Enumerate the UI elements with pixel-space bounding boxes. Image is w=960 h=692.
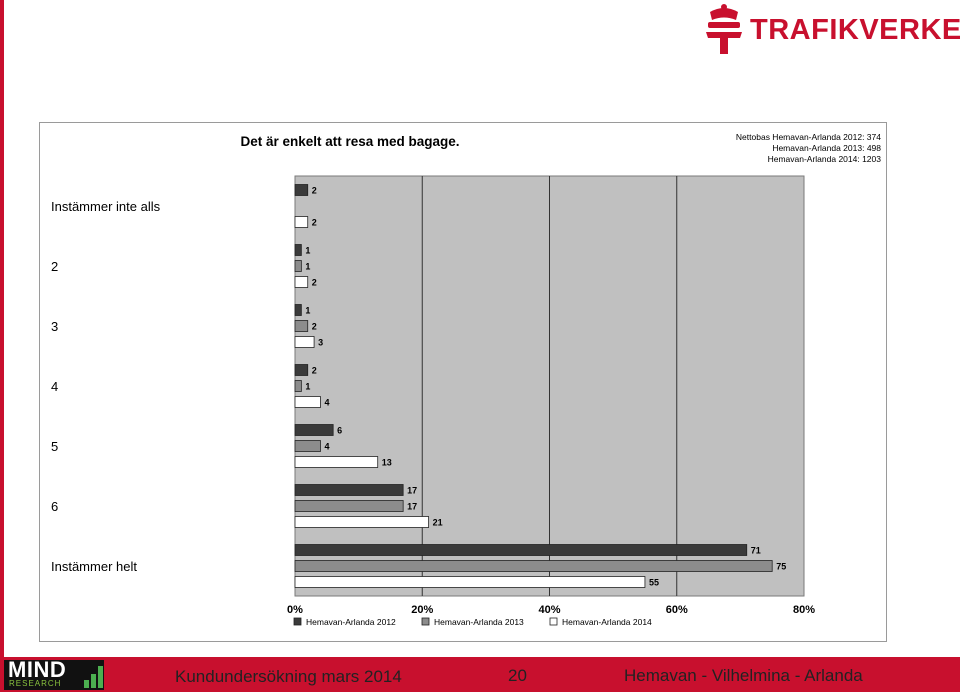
bar [294, 424, 334, 436]
data-label: 4 [324, 442, 329, 452]
bar [294, 380, 302, 392]
mind-logo-subtext: RESEARCH [9, 679, 62, 688]
mind-logo-text: MIND [8, 657, 67, 682]
data-label: 2 [312, 218, 317, 228]
crown-t-icon [706, 4, 742, 54]
bar [294, 560, 773, 572]
bar-chart: Det är enkelt att resa med bagage. Netto… [51, 132, 881, 627]
data-label: 1 [305, 262, 310, 272]
data-label: 21 [433, 518, 443, 528]
category-label: 6 [51, 499, 58, 514]
category-label: 5 [51, 439, 58, 454]
legend-swatch [549, 617, 558, 626]
data-label: 13 [382, 458, 392, 468]
x-tick-label: 20% [411, 604, 433, 616]
bar [294, 456, 379, 468]
bar [294, 304, 302, 316]
nettobas-line: Hemavan-Arlanda 2014: 1203 [768, 154, 882, 164]
chart-title: Det är enkelt att resa med bagage. [240, 134, 459, 149]
data-label: 75 [776, 562, 786, 572]
data-label: 2 [312, 366, 317, 376]
category-label: Instämmer helt [51, 559, 137, 574]
mind-logo-bar [84, 680, 89, 688]
chart-frame: Det är enkelt att resa med bagage. Netto… [39, 122, 887, 642]
legend-swatch [421, 617, 430, 626]
bar [294, 544, 748, 556]
bar [294, 500, 404, 512]
data-label: 71 [751, 546, 761, 556]
legend-swatch [293, 617, 302, 626]
data-label: 55 [649, 578, 659, 588]
legend-label: Hemavan-Arlanda 2012 [306, 617, 396, 627]
category-label: 3 [51, 319, 58, 334]
bar [294, 216, 309, 228]
bar [294, 484, 404, 496]
bar [294, 320, 309, 332]
data-label: 6 [337, 426, 342, 436]
nettobas-line: Nettobas Hemavan-Arlanda 2012: 374 [736, 132, 881, 142]
left-accent-bar [0, 0, 4, 692]
data-label: 3 [318, 338, 323, 348]
mind-logo-bar [91, 674, 96, 688]
bar [294, 440, 321, 452]
data-label: 4 [324, 398, 329, 408]
logo-text: TRAFIKVERKET [750, 14, 960, 46]
category-label: Instämmer inte alls [51, 199, 161, 214]
category-label: 2 [51, 259, 58, 274]
data-label: 17 [407, 486, 417, 496]
x-tick-label: 60% [666, 604, 688, 616]
mind-logo-bar [98, 666, 103, 688]
bar [294, 184, 309, 196]
bar [294, 336, 315, 348]
bar [294, 576, 646, 588]
legend: Hemavan-Arlanda 2012 Hemavan-Arlanda 2013… [293, 617, 652, 627]
x-tick-label: 80% [793, 604, 815, 616]
mind-research-logo: MIND RESEARCH [4, 657, 104, 690]
x-tick-label: 40% [538, 604, 560, 616]
bar [294, 276, 309, 288]
page-number: 20 [508, 666, 527, 685]
nettobas-box: Nettobas Hemavan-Arlanda 2012: 374Hemava… [736, 132, 881, 164]
category-label: 4 [51, 379, 58, 394]
legend-label: Hemavan-Arlanda 2014 [562, 617, 652, 627]
data-label: 1 [305, 246, 310, 256]
bar [294, 364, 309, 376]
footer-bar: MIND RESEARCH Kundundersökning mars 2014… [0, 657, 960, 692]
data-label: 1 [305, 306, 310, 316]
footer-route-label: Hemavan - Vilhelmina - Arlanda [624, 666, 863, 685]
bar [294, 244, 302, 256]
bar [294, 516, 430, 528]
data-label: 2 [312, 278, 317, 288]
data-label: 2 [312, 322, 317, 332]
bar [294, 396, 321, 408]
footer-survey-label: Kundundersökning mars 2014 [175, 667, 402, 686]
nettobas-line: Hemavan-Arlanda 2013: 498 [772, 143, 881, 153]
data-label: 1 [305, 382, 310, 392]
data-label: 2 [312, 186, 317, 196]
data-label: 17 [407, 502, 417, 512]
trafikverket-logo: TRAFIKVERKET [700, 2, 960, 58]
x-tick-label: 0% [287, 604, 303, 616]
bar [294, 260, 302, 272]
legend-label: Hemavan-Arlanda 2013 [434, 617, 524, 627]
